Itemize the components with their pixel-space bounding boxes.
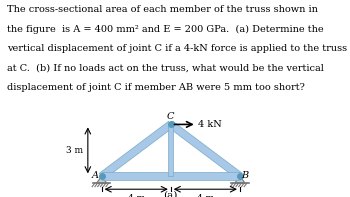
Text: the figure  is A = 400 mm² and E = 200 GPa.  (a) Determine the: the figure is A = 400 mm² and E = 200 GP… [7, 25, 324, 34]
Polygon shape [99, 121, 173, 179]
Text: 4 kN: 4 kN [198, 120, 222, 129]
Text: (a): (a) [163, 191, 178, 197]
Polygon shape [97, 176, 107, 183]
Text: displacement of joint C if member AB were 5 mm too short?: displacement of joint C if member AB wer… [7, 84, 305, 92]
Text: The cross-sectional area of each member of the truss shown in: The cross-sectional area of each member … [7, 6, 318, 14]
Text: 4 m: 4 m [128, 193, 145, 197]
Text: B: B [241, 171, 248, 180]
Text: at C.  (b) If no loads act on the truss, what would be the vertical: at C. (b) If no loads act on the truss, … [7, 64, 324, 73]
Polygon shape [168, 125, 173, 176]
Text: C: C [166, 112, 174, 121]
Polygon shape [168, 121, 242, 179]
Text: A: A [92, 171, 99, 180]
Text: vertical displacement of joint C if a 4-kN force is applied to the truss: vertical displacement of joint C if a 4-… [7, 45, 347, 53]
Polygon shape [235, 176, 245, 183]
Polygon shape [102, 172, 240, 180]
Text: 4 m: 4 m [197, 193, 214, 197]
Text: 3 m: 3 m [65, 146, 83, 155]
